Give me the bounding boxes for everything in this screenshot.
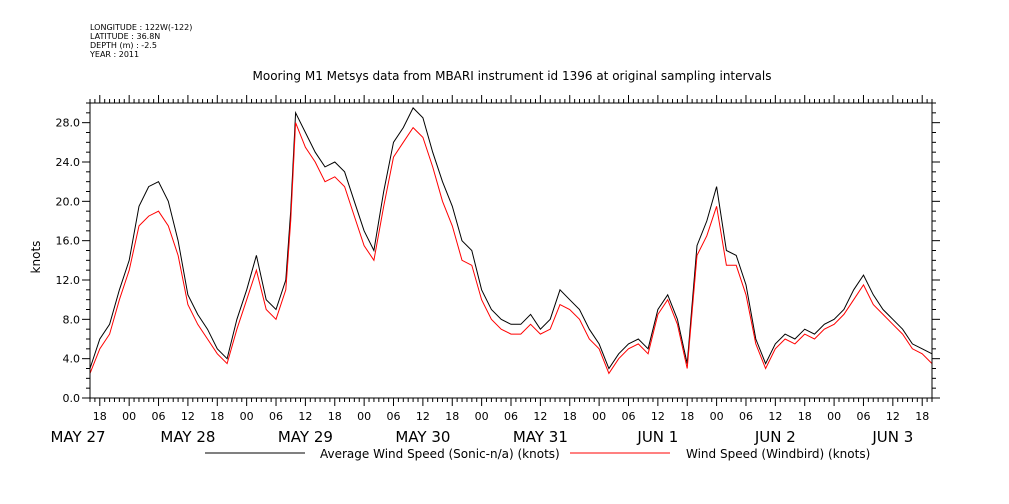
x-hour-label: 18	[798, 410, 812, 423]
x-date-label: MAY 30	[395, 428, 450, 446]
legend-label-windbird: Wind Speed (Windbird) (knots)	[686, 447, 870, 461]
chart-title: Mooring M1 Metsys data from MBARI instru…	[253, 69, 772, 83]
x-hour-label: 00	[122, 410, 136, 423]
x-date-label: JUN 1	[636, 428, 678, 446]
x-hour-label: 12	[298, 410, 312, 423]
x-hour-label: 06	[856, 410, 870, 423]
x-hour-label: 12	[651, 410, 665, 423]
legend: Average Wind Speed (Sonic-n/a) (knots) W…	[205, 447, 870, 461]
x-date-label: MAY 31	[513, 428, 568, 446]
x-hour-label: 00	[475, 410, 489, 423]
x-hour-label: 00	[827, 410, 841, 423]
x-hour-label: 00	[710, 410, 724, 423]
x-hour-label: 12	[533, 410, 547, 423]
y-axis-label: knots	[29, 241, 43, 274]
x-date-label: MAY 29	[278, 428, 333, 446]
plot-frame	[89, 102, 933, 399]
x-date-label: JUN 3	[871, 428, 913, 446]
x-hour-label: 18	[563, 410, 577, 423]
longitude-label: LONGITUDE : 122W(-122)	[90, 23, 192, 32]
x-hour-label: 00	[592, 410, 606, 423]
x-date-label: MAY 28	[160, 428, 215, 446]
year-label: YEAR : 2011	[89, 50, 139, 59]
x-date-label: JUN 2	[754, 428, 796, 446]
axis-ticks: 0.0 4.0 8.0 12.0 16.0 20.0 24.0 28.0 18 00 06 12 18 0…	[50, 95, 940, 446]
x-hour-label: 06	[739, 410, 753, 423]
x-hour-label: 18	[915, 410, 929, 423]
latitude-label: LATITUDE : 36.8N	[90, 32, 160, 41]
y-tick-label: 8.0	[63, 313, 81, 326]
y-tick-label: 4.0	[63, 353, 81, 366]
x-hour-label: 00	[357, 410, 371, 423]
x-hour-label: 18	[680, 410, 694, 423]
x-hour-label: 18	[328, 410, 342, 423]
y-tick-label: 20.0	[56, 195, 81, 208]
x-hour-label: 06	[621, 410, 635, 423]
x-hour-label: 06	[269, 410, 283, 423]
y-tick-label: 16.0	[56, 235, 81, 248]
series-lines	[89, 107, 933, 375]
x-hour-label: 12	[181, 410, 195, 423]
y-tick-label: 12.0	[56, 274, 81, 287]
y-tick-label: 0.0	[63, 392, 81, 405]
x-hour-label: 12	[886, 410, 900, 423]
x-hour-label: 18	[93, 410, 107, 423]
x-hour-label: 06	[504, 410, 518, 423]
x-hour-label: 18	[445, 410, 459, 423]
depth-label: DEPTH (m) : -2.5	[90, 41, 157, 50]
legend-label-average: Average Wind Speed (Sonic-n/a) (knots)	[320, 447, 560, 461]
x-hour-label: 12	[416, 410, 430, 423]
y-tick-label: 28.0	[56, 117, 81, 130]
series-line-0	[89, 107, 933, 370]
x-hour-label: 06	[387, 410, 401, 423]
y-tick-label: 24.0	[56, 156, 81, 169]
x-hour-label: 00	[240, 410, 254, 423]
x-hour-label: 18	[210, 410, 224, 423]
x-hour-label: 12	[768, 410, 782, 423]
x-date-label: MAY 27	[50, 428, 105, 446]
x-hour-label: 06	[152, 410, 166, 423]
series-line-1	[89, 122, 933, 375]
